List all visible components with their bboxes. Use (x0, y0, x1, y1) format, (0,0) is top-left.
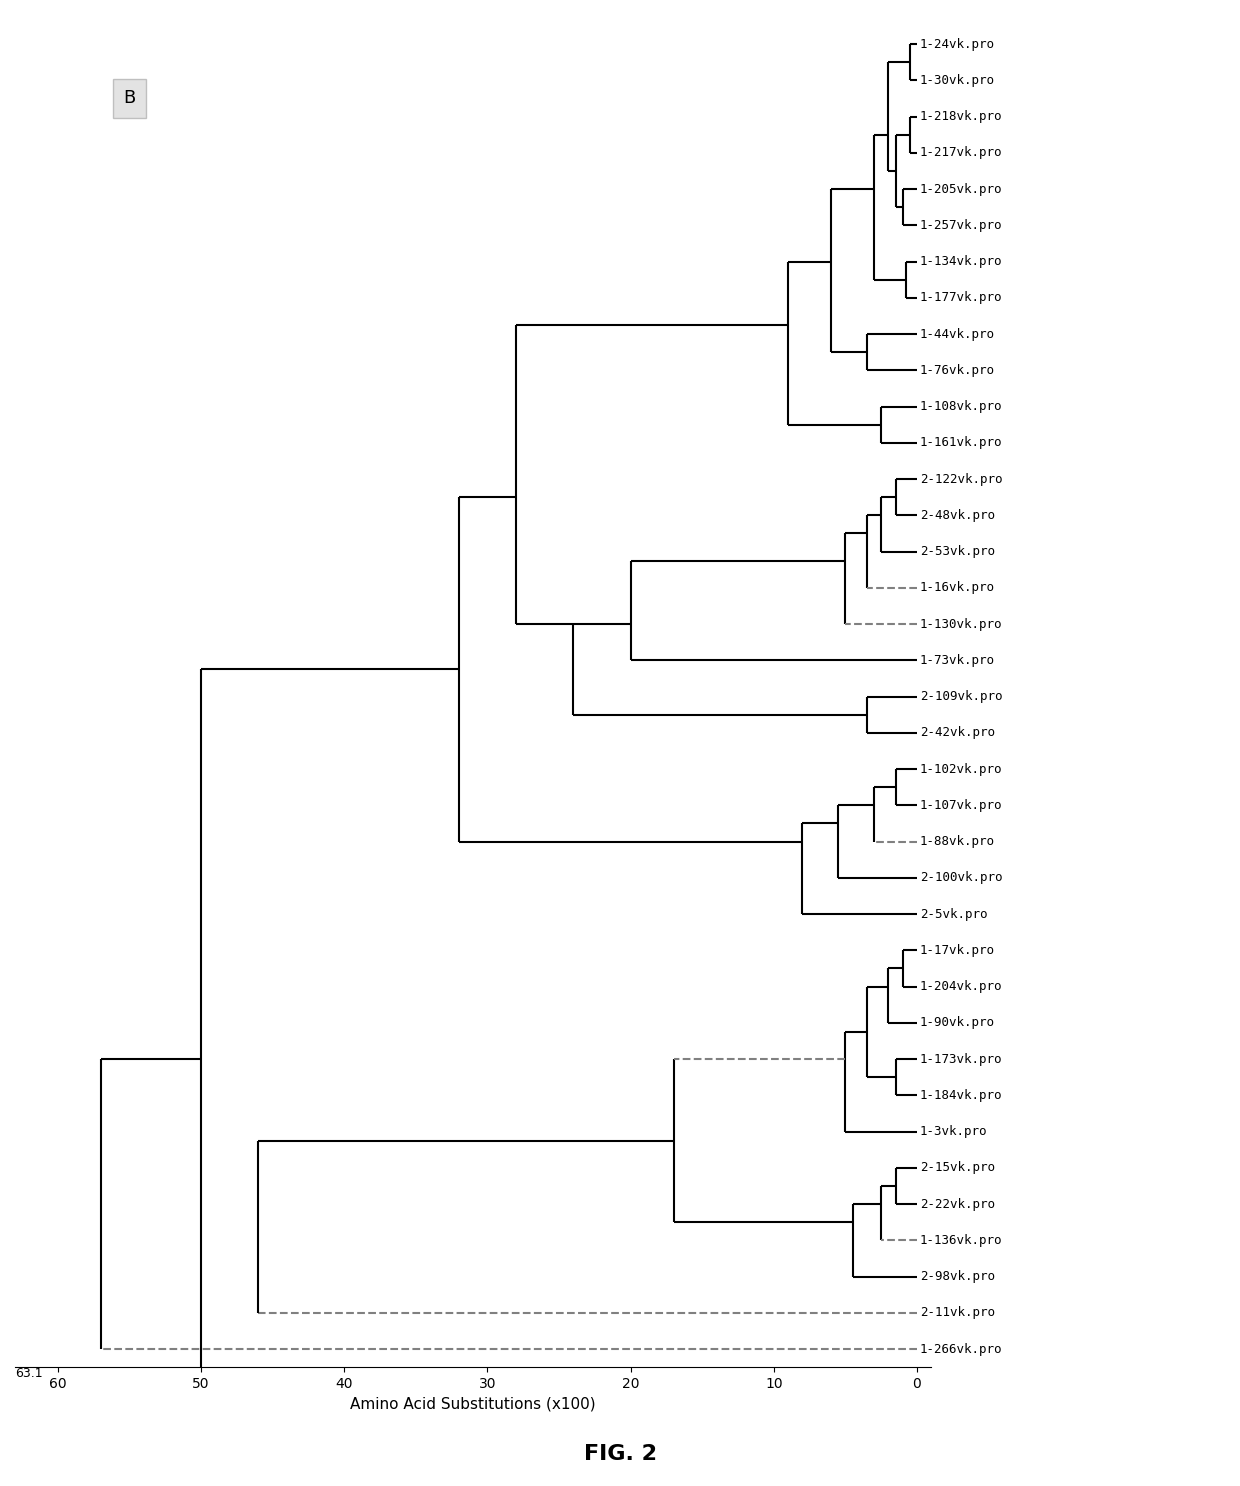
Text: 2-11vk.pro: 2-11vk.pro (920, 1306, 994, 1320)
Text: 1-177vk.pro: 1-177vk.pro (920, 291, 1002, 305)
Text: 2-22vk.pro: 2-22vk.pro (920, 1198, 994, 1211)
Text: 1-217vk.pro: 1-217vk.pro (920, 146, 1002, 159)
Text: 1-16vk.pro: 1-16vk.pro (920, 581, 994, 594)
Text: B: B (124, 89, 135, 107)
Text: 2-122vk.pro: 2-122vk.pro (920, 473, 1002, 486)
Text: FIG. 2: FIG. 2 (584, 1444, 656, 1464)
Text: 1-73vk.pro: 1-73vk.pro (920, 654, 994, 667)
Text: 1-107vk.pro: 1-107vk.pro (920, 799, 1002, 811)
Text: 2-42vk.pro: 2-42vk.pro (920, 727, 994, 740)
Text: 1-130vk.pro: 1-130vk.pro (920, 618, 1002, 630)
Text: 1-44vk.pro: 1-44vk.pro (920, 327, 994, 340)
Text: 1-102vk.pro: 1-102vk.pro (920, 762, 1002, 776)
Text: 1-134vk.pro: 1-134vk.pro (920, 256, 1002, 267)
Text: 1-218vk.pro: 1-218vk.pro (920, 110, 1002, 123)
Text: 1-136vk.pro: 1-136vk.pro (920, 1233, 1002, 1247)
Text: 1-90vk.pro: 1-90vk.pro (920, 1016, 994, 1030)
Text: 1-257vk.pro: 1-257vk.pro (920, 218, 1002, 232)
X-axis label: Amino Acid Substitutions (x100): Amino Acid Substitutions (x100) (351, 1397, 596, 1412)
Text: 1-24vk.pro: 1-24vk.pro (920, 37, 994, 51)
Text: 1-173vk.pro: 1-173vk.pro (920, 1052, 1002, 1065)
Text: 2-100vk.pro: 2-100vk.pro (920, 871, 1002, 884)
Text: 1-17vk.pro: 1-17vk.pro (920, 944, 994, 957)
Text: 2-5vk.pro: 2-5vk.pro (920, 908, 987, 921)
Text: 2-48vk.pro: 2-48vk.pro (920, 508, 994, 522)
Text: 1-76vk.pro: 1-76vk.pro (920, 364, 994, 377)
Text: 1-3vk.pro: 1-3vk.pro (920, 1125, 987, 1138)
Text: 2-98vk.pro: 2-98vk.pro (920, 1271, 994, 1282)
Text: 2-15vk.pro: 2-15vk.pro (920, 1162, 994, 1174)
Text: 1-204vk.pro: 1-204vk.pro (920, 981, 1002, 993)
Text: 2-53vk.pro: 2-53vk.pro (920, 545, 994, 559)
Text: 1-108vk.pro: 1-108vk.pro (920, 400, 1002, 413)
Text: 1-161vk.pro: 1-161vk.pro (920, 437, 1002, 449)
Text: 1-184vk.pro: 1-184vk.pro (920, 1089, 1002, 1103)
Text: 1-30vk.pro: 1-30vk.pro (920, 74, 994, 86)
Text: 2-109vk.pro: 2-109vk.pro (920, 690, 1002, 703)
Text: 63.1: 63.1 (15, 1367, 42, 1380)
Text: 1-88vk.pro: 1-88vk.pro (920, 835, 994, 849)
Text: 1-205vk.pro: 1-205vk.pro (920, 183, 1002, 196)
Text: 1-266vk.pro: 1-266vk.pro (920, 1343, 1002, 1355)
